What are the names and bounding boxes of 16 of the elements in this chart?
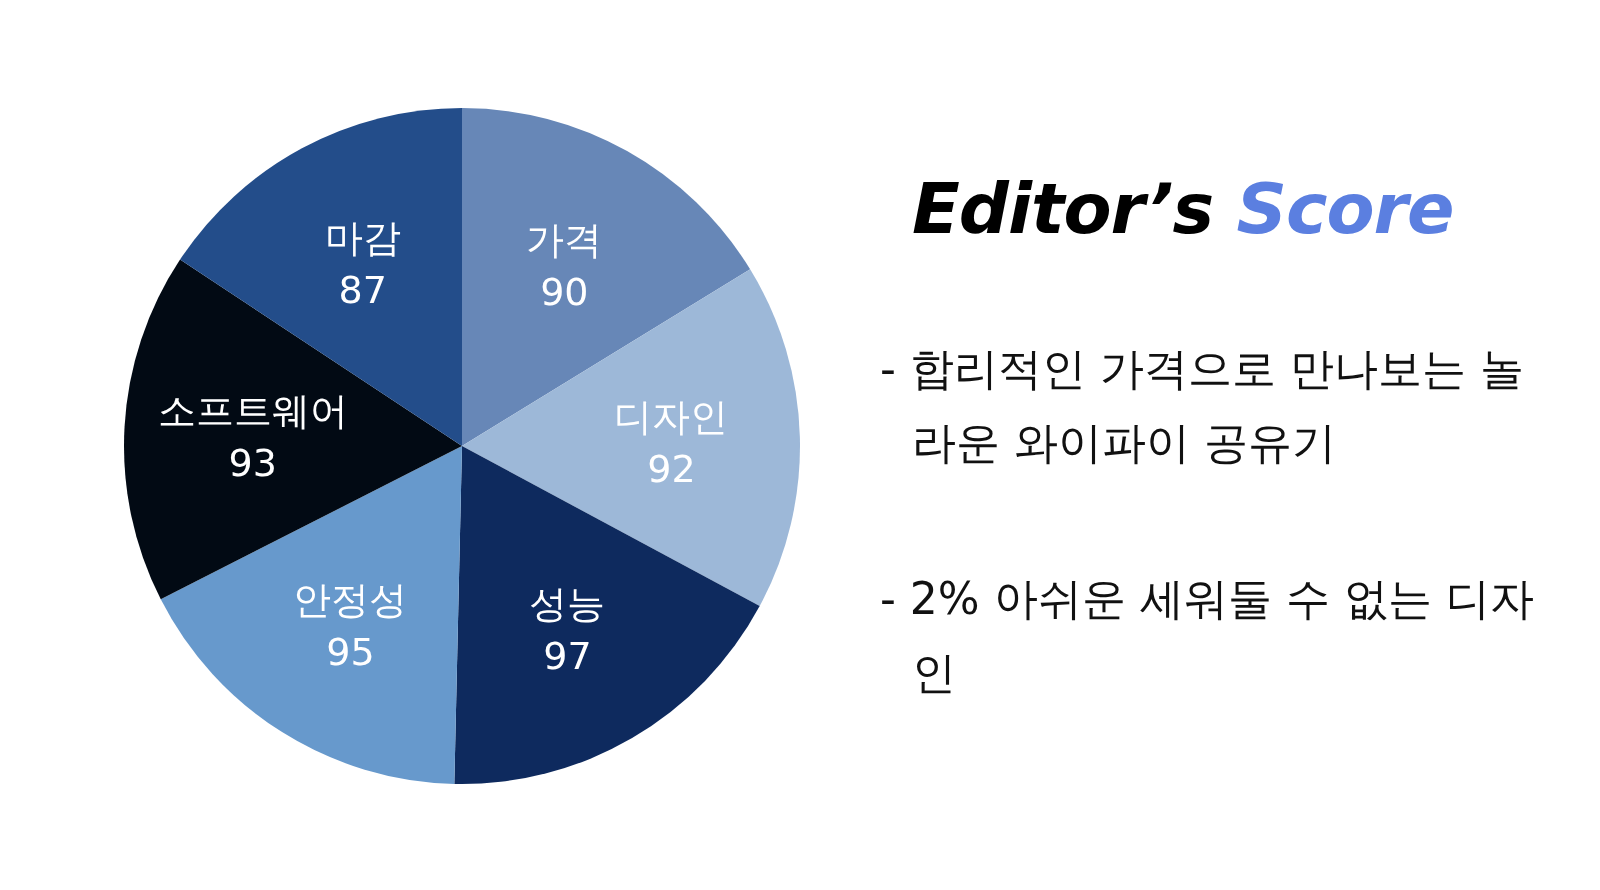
data-label: 90 <box>540 270 589 315</box>
text: - 2% 아쉬운 세워둘 수 없는 디자인 <box>880 572 1535 700</box>
pie: 가격 90 디자인 92 성능 97 안정성 95 소프트웨어 93 마감 87 <box>124 108 800 784</box>
data-label: 87 <box>338 268 387 313</box>
slice-label: 디자인 <box>614 395 729 440</box>
text: Editor’s Score <box>912 168 1454 250</box>
text: - 합리적인 가격으로 만나보는 놀라운 와이파이 공유기 <box>880 342 1525 470</box>
data-label: 93 <box>228 441 277 486</box>
slice-label: 마감 <box>324 216 401 261</box>
slice-label: 가격 <box>526 218 603 263</box>
data-label: 92 <box>647 447 696 492</box>
slice-label: 소프트웨어 <box>157 389 348 434</box>
slice-label: 안정성 <box>293 578 408 623</box>
data-label: 95 <box>326 630 375 675</box>
slice-label: 성능 <box>529 582 606 627</box>
data-label: 97 <box>543 634 592 679</box>
